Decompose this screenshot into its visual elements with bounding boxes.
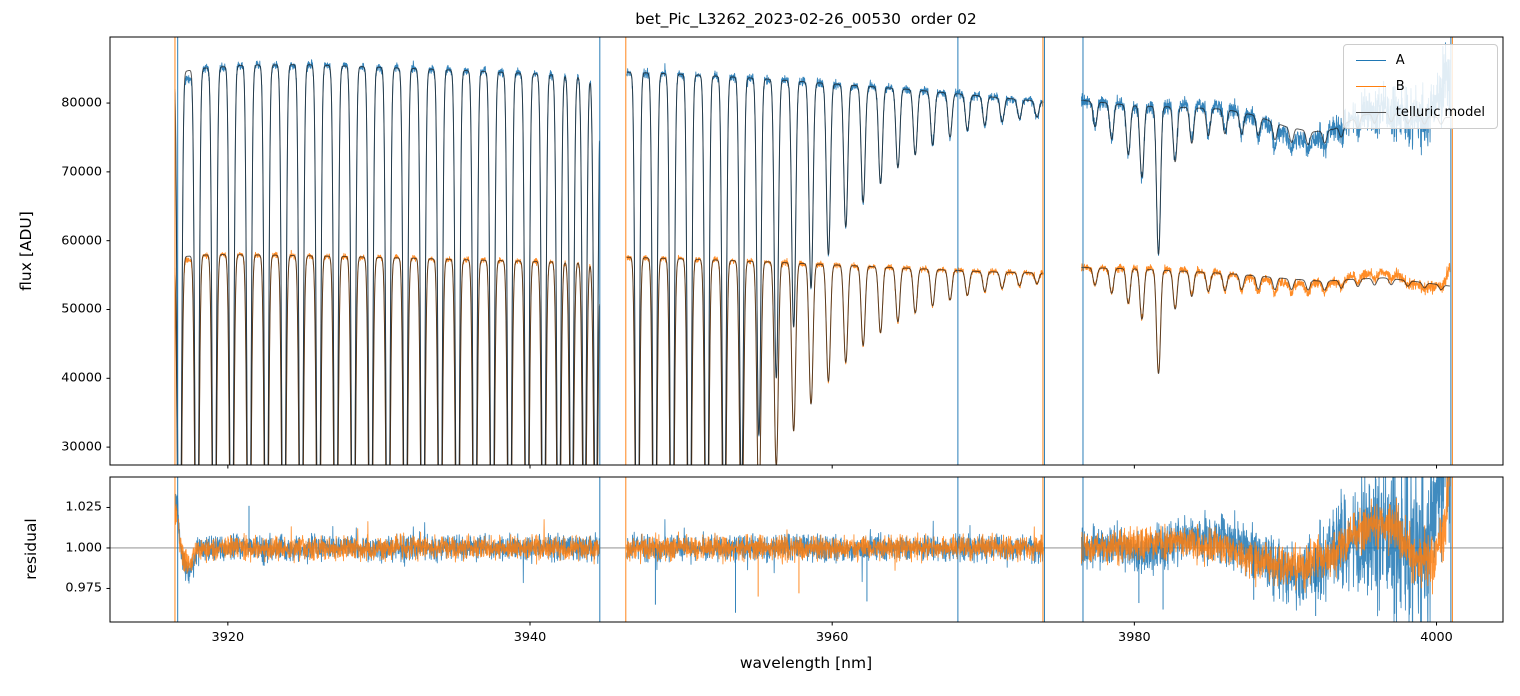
flux-tick-label: 50000 <box>61 301 102 317</box>
legend-entry-telluric-model: telluric model <box>1355 105 1485 120</box>
legend-label-b: B <box>1395 79 1405 94</box>
residual-tick-label: 1.025 <box>65 499 102 515</box>
legend-label-a: A <box>1395 53 1405 68</box>
legend-line-model-swatch <box>1355 112 1386 113</box>
chart-title: bet_Pic_L3262_2023-02-26_00530 order 02 <box>635 10 977 28</box>
x-tick-label: 3960 <box>815 630 849 645</box>
flux-tick-label: 40000 <box>61 370 102 386</box>
residual-tick-label: 1.000 <box>65 540 102 556</box>
legend-entry-a: A <box>1355 53 1485 68</box>
flux-axis-label: flux [ADU] <box>17 211 35 291</box>
legend-line-b-swatch <box>1355 86 1386 87</box>
legend-label-telluric-model: telluric model <box>1395 105 1485 120</box>
legend: A B telluric model <box>1342 44 1498 129</box>
flux-tick-label: 80000 <box>61 95 102 111</box>
flux-tick-label: 30000 <box>61 439 102 455</box>
flux-tick-label: 70000 <box>61 164 102 180</box>
flux-tick-label: 60000 <box>61 233 102 249</box>
residual-plot-area <box>110 477 1503 622</box>
x-axis-label: wavelength [nm] <box>739 654 873 672</box>
x-tick-label: 3920 <box>211 630 245 645</box>
x-tick-label: 4000 <box>1420 630 1453 645</box>
residual-axis-label: residual <box>22 518 40 580</box>
flux-plot-area <box>110 37 1503 465</box>
x-tick-label: 3980 <box>1118 630 1151 645</box>
legend-entry-b: B <box>1355 79 1485 94</box>
residual-tick-label: 0.975 <box>65 580 102 596</box>
x-tick-label: 3940 <box>513 630 547 645</box>
legend-line-a-swatch <box>1355 60 1386 61</box>
